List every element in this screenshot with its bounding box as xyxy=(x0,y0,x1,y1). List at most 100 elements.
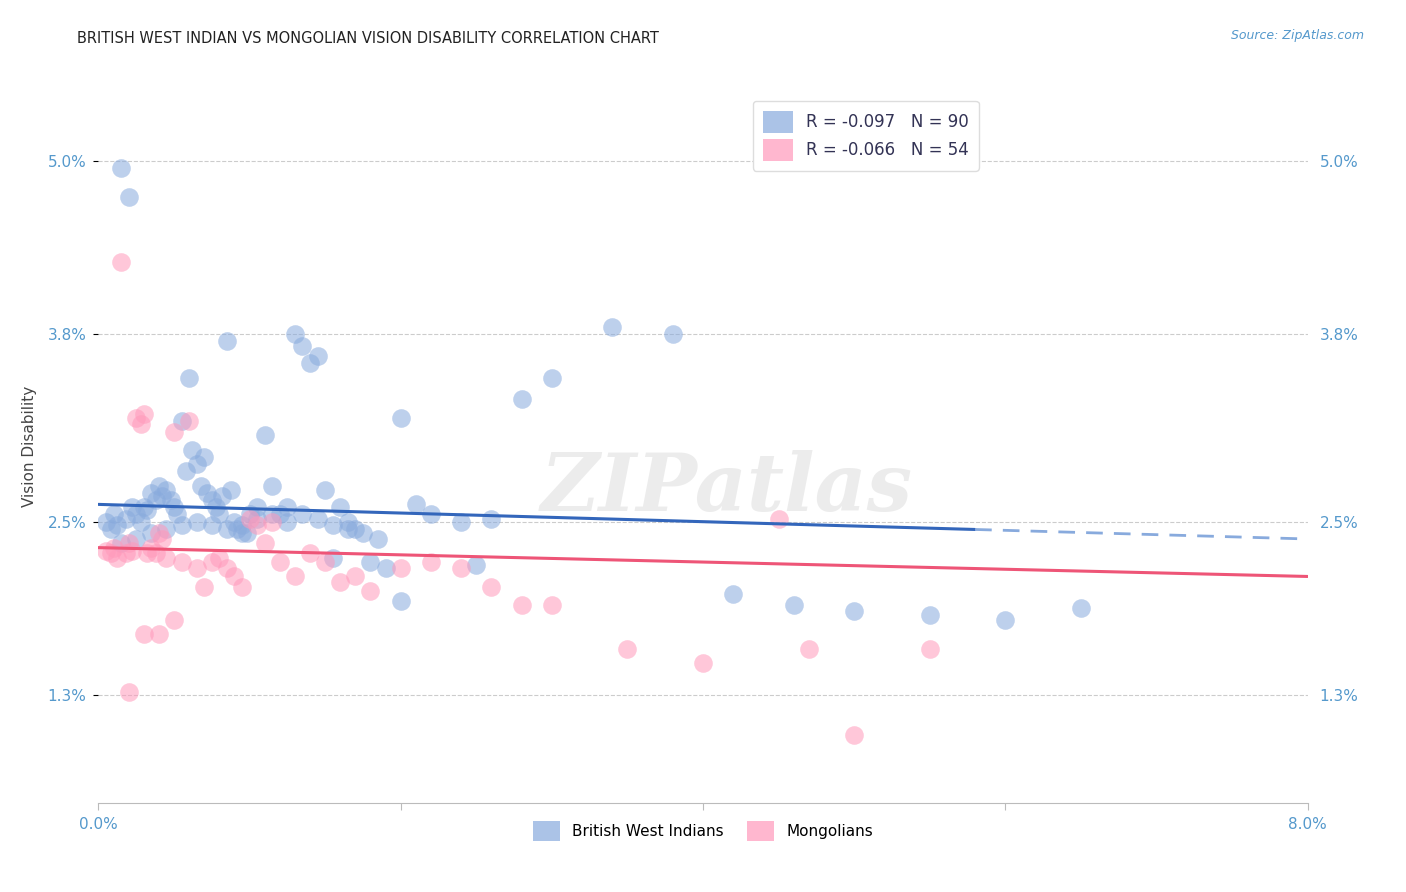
Point xyxy=(374,561,396,575)
Point xyxy=(125,508,148,522)
Point xyxy=(201,517,224,532)
Point xyxy=(239,512,262,526)
Point xyxy=(510,392,533,406)
Point xyxy=(231,517,253,532)
Point xyxy=(201,493,224,508)
Point xyxy=(118,190,141,204)
Point xyxy=(844,604,866,618)
Point xyxy=(389,561,412,575)
Point xyxy=(723,587,745,601)
Point xyxy=(110,161,132,176)
Point xyxy=(195,486,218,500)
Point xyxy=(768,512,790,526)
Point xyxy=(160,493,183,508)
Point xyxy=(405,497,427,511)
Point xyxy=(389,594,412,608)
Point xyxy=(103,541,125,555)
Point xyxy=(190,478,212,492)
Point xyxy=(141,541,163,555)
Point xyxy=(105,550,128,565)
Point xyxy=(129,417,152,431)
Point xyxy=(235,526,257,541)
Point xyxy=(186,515,208,529)
Point xyxy=(352,526,374,541)
Point xyxy=(148,627,170,641)
Point xyxy=(239,508,262,522)
Point xyxy=(94,515,117,529)
Point xyxy=(224,515,246,529)
Point xyxy=(221,483,243,497)
Point xyxy=(360,555,382,569)
Point xyxy=(163,500,186,515)
Y-axis label: Vision Disability: Vision Disability xyxy=(21,385,37,507)
Point xyxy=(367,532,389,546)
Point xyxy=(602,320,624,334)
Point xyxy=(918,608,941,623)
Point xyxy=(329,500,352,515)
Point xyxy=(307,512,329,526)
Point xyxy=(329,575,352,590)
Point xyxy=(148,526,170,541)
Point xyxy=(163,425,186,440)
Point xyxy=(450,561,472,575)
Point xyxy=(262,508,284,522)
Point xyxy=(336,515,359,529)
Point xyxy=(299,356,322,370)
Point xyxy=(193,580,215,594)
Point xyxy=(322,517,344,532)
Point xyxy=(94,543,117,558)
Point xyxy=(262,515,284,529)
Point xyxy=(132,407,155,421)
Point xyxy=(481,512,503,526)
Point xyxy=(994,613,1017,627)
Point xyxy=(269,508,291,522)
Point xyxy=(262,478,284,492)
Point xyxy=(344,522,367,536)
Point xyxy=(166,508,188,522)
Point xyxy=(145,493,167,508)
Point xyxy=(215,522,238,536)
Point xyxy=(246,517,269,532)
Point xyxy=(181,442,204,457)
Point xyxy=(253,428,276,442)
Point xyxy=(170,555,193,569)
Point xyxy=(253,536,276,550)
Point xyxy=(211,489,233,503)
Point xyxy=(179,414,201,428)
Point xyxy=(844,728,866,742)
Point xyxy=(170,414,193,428)
Point xyxy=(307,349,329,363)
Point xyxy=(314,555,336,569)
Point xyxy=(208,550,231,565)
Point xyxy=(215,334,238,349)
Point xyxy=(540,599,562,613)
Point xyxy=(918,641,941,656)
Point xyxy=(114,512,136,526)
Point xyxy=(291,508,314,522)
Point xyxy=(284,327,307,342)
Point xyxy=(135,503,157,517)
Point xyxy=(100,522,122,536)
Point xyxy=(246,500,269,515)
Point xyxy=(141,526,163,541)
Point xyxy=(420,508,443,522)
Point xyxy=(174,464,197,478)
Text: BRITISH WEST INDIAN VS MONGOLIAN VISION DISABILITY CORRELATION CHART: BRITISH WEST INDIAN VS MONGOLIAN VISION … xyxy=(77,31,659,46)
Point xyxy=(125,410,148,425)
Point xyxy=(322,550,344,565)
Point xyxy=(782,599,804,613)
Point xyxy=(246,512,269,526)
Point xyxy=(105,517,128,532)
Point xyxy=(540,370,562,384)
Point xyxy=(208,508,231,522)
Point xyxy=(148,478,170,492)
Point xyxy=(110,536,132,550)
Point xyxy=(121,500,143,515)
Point xyxy=(299,546,322,560)
Point xyxy=(155,522,177,536)
Point xyxy=(215,561,238,575)
Point xyxy=(150,532,173,546)
Point xyxy=(155,483,177,497)
Point xyxy=(141,486,163,500)
Point xyxy=(224,569,246,583)
